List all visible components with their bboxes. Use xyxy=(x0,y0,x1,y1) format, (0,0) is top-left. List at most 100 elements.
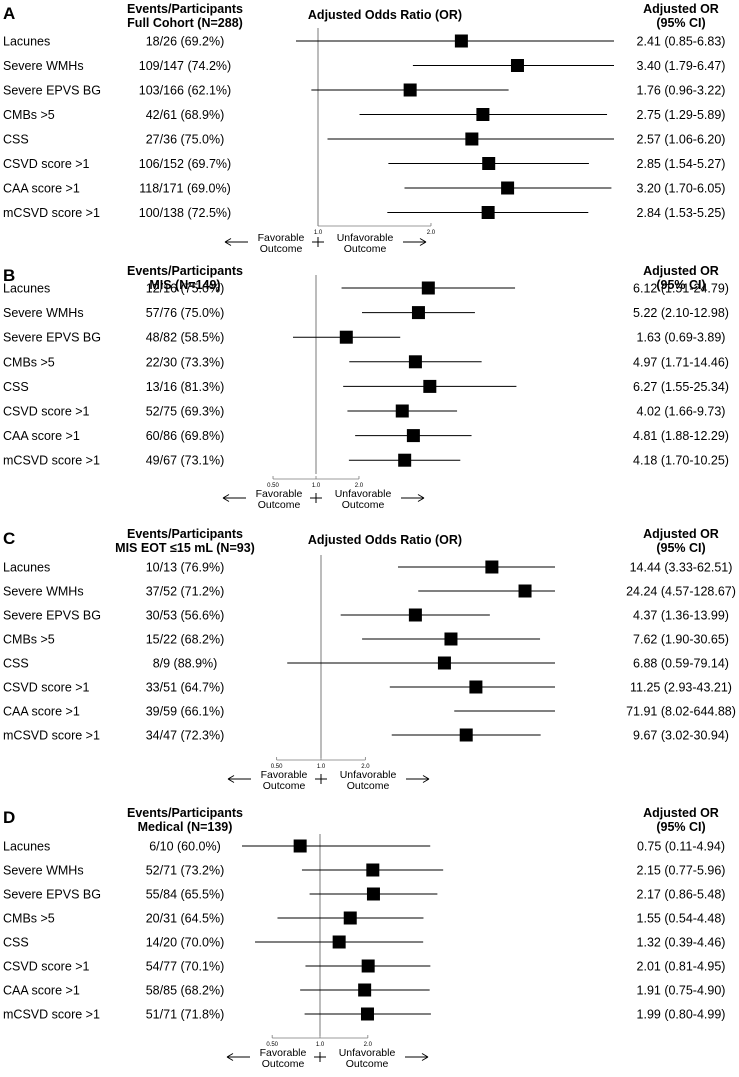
row-events: 51/71 (71.8%) xyxy=(146,1008,225,1022)
forest-row: CMBs >5 20/31 (64.5%) 1.55 (0.54-4.48) xyxy=(3,911,725,926)
or-marker xyxy=(476,108,490,121)
or-marker xyxy=(518,584,532,598)
favorable-outcome-label: Outcome xyxy=(262,1058,305,1070)
row-events: 22/30 (73.3%) xyxy=(146,355,225,369)
row-events: 42/61 (68.9%) xyxy=(146,108,225,122)
row-or-ci: 71.91 (8.02-644.88) xyxy=(626,705,736,719)
row-events: 103/166 (62.1%) xyxy=(139,84,231,98)
row-label: Severe WMHs xyxy=(3,306,84,320)
row-label: Severe EPVS BG xyxy=(3,331,101,345)
row-events: 57/76 (75.0%) xyxy=(146,306,225,320)
row-label: CSVD score >1 xyxy=(3,157,90,171)
row-or-ci: 4.81 (1.88-12.29) xyxy=(633,429,729,443)
row-or-ci: 1.63 (0.69-3.89) xyxy=(637,331,726,345)
or-marker xyxy=(408,355,422,369)
row-or-ci: 1.76 (0.96-3.22) xyxy=(637,84,726,98)
chart-title: Adjusted Odds Ratio (OR) xyxy=(308,533,462,547)
forest-row: Lacunes 12/16 (75.0%) 6.12 (1.51-24.79) xyxy=(3,281,729,296)
row-label: CMBs >5 xyxy=(3,108,55,122)
x-tick-label: 2.0 xyxy=(355,483,364,489)
x-tick-label: 0.50 xyxy=(271,764,283,770)
row-events: 58/85 (68.2%) xyxy=(146,984,225,998)
events-header: Events/Participants xyxy=(127,806,243,820)
favorable-arrowhead xyxy=(222,494,230,502)
forest-row: Severe EPVS BG 55/84 (65.5%) 2.17 (0.86-5.… xyxy=(3,887,725,902)
row-or-ci: 6.12 (1.51-24.79) xyxy=(633,282,729,296)
unfavorable-label: Unfavorable xyxy=(339,1047,396,1059)
row-label: Severe WMHs xyxy=(3,864,84,878)
panel-label: A xyxy=(3,4,15,23)
cohort-header: Medical (N=139) xyxy=(138,820,233,834)
row-or-ci: 2.85 (1.54-5.27) xyxy=(637,157,726,171)
row-events: 49/67 (73.1%) xyxy=(146,454,225,468)
or-marker xyxy=(501,181,515,195)
forest-row: Lacunes 18/26 (69.2%) 2.41 (0.85-6.83) xyxy=(3,34,725,49)
favorable-arrowhead xyxy=(226,1053,234,1061)
forest-row: Severe WMHs 57/76 (75.0%) 5.22 (2.10-12.98… xyxy=(3,306,729,320)
row-label: CSS xyxy=(3,133,29,147)
row-or-ci: 14.44 (3.33-62.51) xyxy=(630,561,733,575)
row-events: 12/16 (75.0%) xyxy=(146,282,225,296)
row-or-ci: 6.27 (1.55-25.34) xyxy=(633,380,729,394)
forest-row: CMBs >5 15/22 (68.2%) 7.62 (1.90-30.65) xyxy=(3,632,729,647)
ci-header: (95% CI) xyxy=(656,278,705,292)
row-label: Severe WMHs xyxy=(3,59,84,73)
row-label: mCSVD score >1 xyxy=(3,206,100,220)
cohort-header: MIS (N=149) xyxy=(149,278,220,292)
forest-row: CSS 14/20 (70.0%) 1.32 (0.39-4.46) xyxy=(3,935,725,950)
forest-row: CSS 27/36 (75.0%) 2.57 (1.06-6.20) xyxy=(3,132,726,147)
or-marker xyxy=(444,632,458,646)
forest-row: mCSVD score >1 49/67 (73.1%) 4.18 (1.70-10… xyxy=(3,453,729,468)
unfavorable-label: Unfavorable xyxy=(340,769,397,781)
row-events: 30/53 (56.6%) xyxy=(146,609,225,623)
cohort-header: MIS EOT ≤15 mL (N=93) xyxy=(115,541,255,555)
row-or-ci: 0.75 (0.11-4.94) xyxy=(637,840,725,854)
or-marker xyxy=(406,429,420,443)
cohort-header: Full Cohort (N=288) xyxy=(127,16,243,30)
forest-row: Lacunes 6/10 (60.0%) 0.75 (0.11-4.94) xyxy=(3,839,725,854)
or-marker xyxy=(469,680,483,694)
or-marker xyxy=(339,330,353,344)
row-or-ci: 3.20 (1.70-6.05) xyxy=(637,182,726,196)
row-events: 13/16 (81.3%) xyxy=(146,380,225,394)
row-events: 52/71 (73.2%) xyxy=(146,864,225,878)
panel-label: C xyxy=(3,529,15,548)
row-label: Severe EPVS BG xyxy=(3,84,101,98)
row-label: CSS xyxy=(3,936,29,950)
or-header: Adjusted OR xyxy=(643,806,719,820)
forest-row: CAA score >1 58/85 (68.2%) 1.91 (0.75-4.90… xyxy=(3,983,726,998)
row-or-ci: 24.24 (4.57-128.67) xyxy=(626,585,736,599)
row-events: 54/77 (70.1%) xyxy=(146,960,225,974)
row-or-ci: 1.91 (0.75-4.90) xyxy=(637,984,726,998)
row-or-ci: 5.22 (2.10-12.98) xyxy=(633,306,729,320)
row-label: Lacunes xyxy=(3,282,50,296)
row-or-ci: 2.57 (1.06-6.20) xyxy=(637,133,726,147)
unfavorable-outcome-label: Outcome xyxy=(342,499,385,511)
forest-row: Severe EPVS BG 48/82 (58.5%) 1.63 (0.69-3.… xyxy=(3,330,726,345)
x-tick-label: 0.50 xyxy=(266,1042,278,1048)
row-events: 10/13 (76.9%) xyxy=(146,561,225,575)
or-marker xyxy=(360,1007,374,1021)
row-or-ci: 1.99 (0.80-4.99) xyxy=(637,1008,726,1022)
row-events: 106/152 (69.7%) xyxy=(139,157,231,171)
favorable-outcome-label: Outcome xyxy=(260,243,303,255)
row-or-ci: 2.84 (1.53-5.25) xyxy=(637,206,726,220)
x-tick-label: 1.0 xyxy=(314,230,323,236)
unfavorable-label: Unfavorable xyxy=(337,232,394,244)
row-label: CSVD score >1 xyxy=(3,681,90,695)
row-label: CSS xyxy=(3,657,29,671)
favorable-label: Favorable xyxy=(258,232,305,244)
or-marker xyxy=(510,59,524,72)
row-events: 37/52 (71.2%) xyxy=(146,585,225,599)
row-label: CSVD score >1 xyxy=(3,960,90,974)
or-marker xyxy=(482,157,496,170)
row-or-ci: 2.01 (0.81-4.95) xyxy=(637,960,726,974)
forest-row: CAA score >1 118/171 (69.0%) 3.20 (1.70-6.… xyxy=(3,181,726,196)
row-label: Lacunes xyxy=(3,561,50,575)
row-or-ci: 3.40 (1.79-6.47) xyxy=(637,59,726,73)
row-events: 55/84 (65.5%) xyxy=(146,888,225,902)
row-or-ci: 11.25 (2.93-43.21) xyxy=(630,681,732,695)
row-label: mCSVD score >1 xyxy=(3,1008,100,1022)
